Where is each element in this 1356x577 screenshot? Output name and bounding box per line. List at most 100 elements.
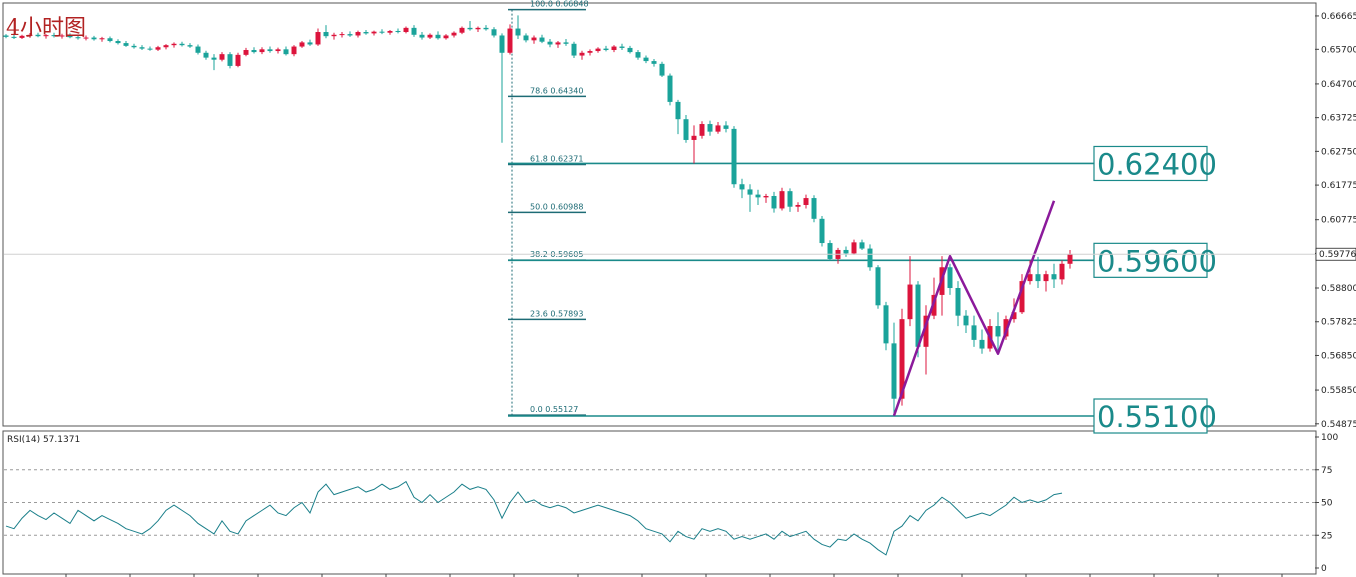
candle-body (131, 45, 137, 48)
candle-body (755, 194, 761, 198)
price-tick-label: 0.64700 (1321, 80, 1356, 90)
candle-body (771, 195, 777, 209)
key-level-box (1093, 242, 1208, 278)
candle-body (11, 36, 17, 38)
candle-body (827, 243, 833, 259)
candle (771, 191, 777, 213)
key-level-label: 0.59600 (1097, 244, 1217, 278)
candle (683, 115, 689, 143)
candle (35, 32, 41, 38)
candle-body (115, 41, 121, 44)
candle (787, 188, 793, 212)
candle-body (491, 29, 497, 36)
candle (451, 31, 457, 38)
candle-body (387, 30, 393, 33)
candle-body (891, 343, 897, 399)
candle-body (339, 34, 345, 36)
candle-body (539, 37, 545, 42)
candle (395, 28, 401, 34)
candle-body (19, 35, 25, 38)
candle (779, 187, 785, 211)
price-tick-label: 0.61775 (1321, 181, 1356, 191)
candle-body (243, 50, 249, 55)
candle-body (403, 27, 409, 33)
candle (91, 35, 97, 41)
candle (499, 33, 505, 143)
candle-body (179, 43, 185, 46)
candle-body (851, 242, 857, 254)
candle-body (195, 46, 201, 53)
candle-body (499, 35, 505, 53)
candle (131, 43, 137, 49)
candle (547, 38, 553, 48)
candle (587, 49, 593, 56)
price-tick-label: 0.66665 (1321, 12, 1356, 22)
candle (579, 50, 585, 60)
candle (723, 121, 729, 133)
candle-body (51, 35, 57, 37)
candle (43, 34, 49, 39)
candle (59, 33, 65, 39)
candle-body (947, 267, 953, 289)
candle (635, 50, 641, 60)
candle-body (731, 128, 737, 185)
current-price-box (1315, 247, 1356, 261)
candle-body (995, 326, 1001, 337)
candle (731, 126, 737, 188)
rsi-tick-label: 25 (1321, 531, 1332, 541)
fib-level-label: 0.0 0.55127 (530, 405, 578, 414)
candle (1003, 315, 1009, 340)
candle-body (435, 34, 441, 39)
candle (19, 34, 25, 39)
candle-body (155, 47, 161, 50)
current-price-label: 0.59776 (1319, 250, 1356, 260)
candle-body (283, 49, 289, 55)
candle (651, 59, 657, 67)
price-tick-label: 0.62750 (1321, 147, 1356, 157)
candle-body (923, 315, 929, 347)
candle (891, 322, 897, 416)
candle (3, 34, 9, 39)
candle-body (1019, 281, 1025, 313)
candle (603, 45, 609, 52)
candle (139, 45, 145, 51)
candle-body (691, 135, 697, 140)
candle (1043, 270, 1049, 292)
rsi-tick-label: 100 (1321, 433, 1338, 443)
candle-body (219, 54, 225, 60)
candle (803, 194, 809, 209)
candle-body (747, 189, 753, 195)
candle (811, 195, 817, 223)
candle-body (379, 31, 385, 33)
candle-body (651, 61, 657, 64)
candle-body (715, 125, 721, 132)
candle (267, 46, 273, 53)
candle-body (667, 75, 673, 102)
candle-body (531, 37, 537, 41)
candle (379, 29, 385, 35)
candle (955, 281, 961, 327)
candle-body (67, 35, 73, 38)
candle (251, 47, 257, 54)
candle (571, 41, 577, 58)
candle-body (915, 284, 921, 347)
candle-body (659, 63, 665, 76)
candle-body (1059, 263, 1065, 280)
key-level-box (1093, 145, 1208, 182)
candle (563, 38, 569, 46)
key-level-label: 0.55100 (1097, 400, 1217, 434)
candle-body (507, 28, 513, 53)
candle (555, 41, 561, 48)
candle (235, 52, 241, 68)
candle-body (171, 43, 177, 46)
candle-body (875, 267, 881, 306)
candlestick-series (3, 15, 1073, 416)
candle-body (643, 57, 649, 62)
candle (371, 30, 377, 36)
candle (1035, 256, 1041, 289)
price-tick-label: 0.54875 (1321, 420, 1356, 430)
candle-body (211, 57, 217, 60)
candle (147, 46, 153, 51)
